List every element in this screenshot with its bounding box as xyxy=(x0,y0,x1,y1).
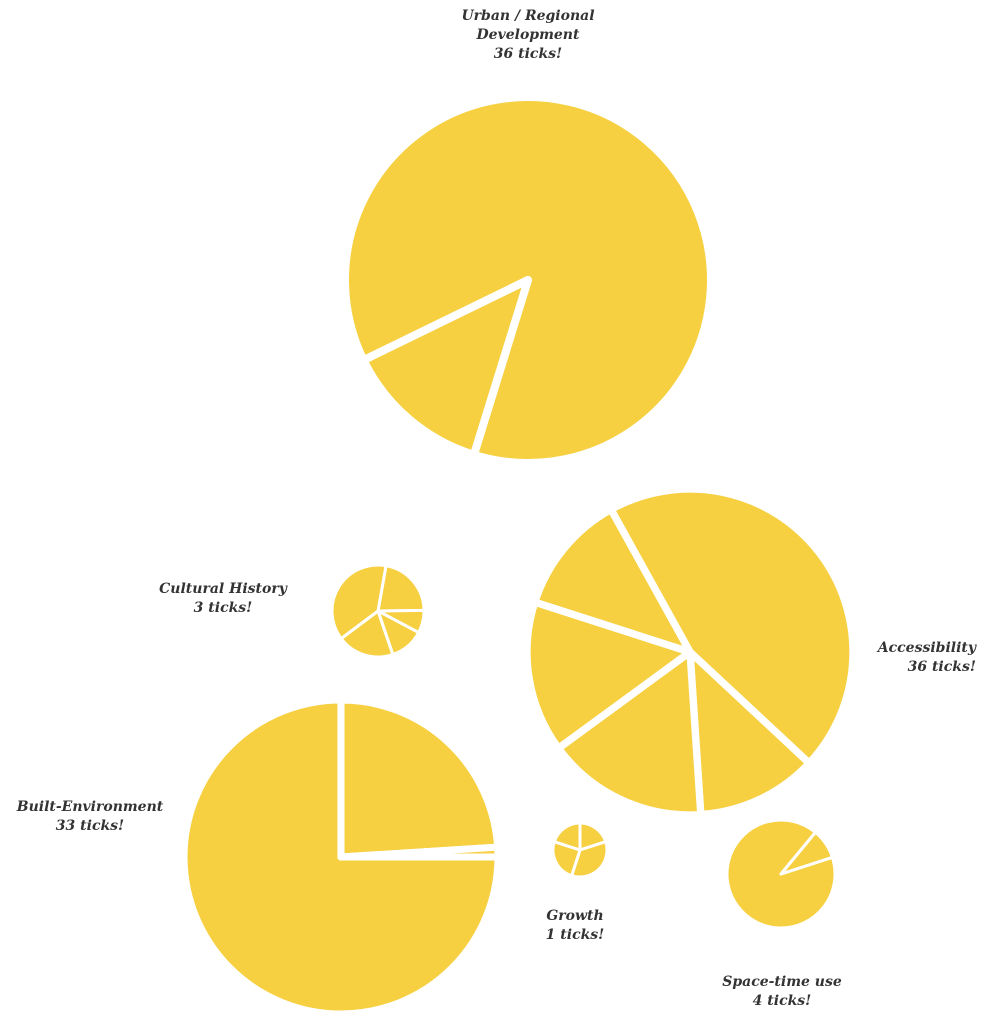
pie-label-growth: Growth 1 ticks! xyxy=(546,907,605,945)
pie-slice-accessibility-0 xyxy=(607,485,857,767)
pie-tick-count: 36 ticks! xyxy=(907,659,976,675)
pie-tick-count: 36 ticks! xyxy=(493,46,563,62)
pie-slice-accessibility-3 xyxy=(523,598,694,752)
pie-slice-cultural-3 xyxy=(339,609,395,659)
pie-slice-built-0 xyxy=(180,696,502,1012)
pie-tick-count: 33 ticks! xyxy=(55,818,125,834)
pie-label-built: Built-Environment 33 ticks! xyxy=(17,798,164,836)
pie-urban xyxy=(341,93,715,467)
pie-slice-built-1 xyxy=(337,696,502,861)
pie-label-urban: Urban / Regional Development 36 ticks! xyxy=(461,7,594,64)
pie-label-spacetime: Space-time use 4 ticks! xyxy=(722,973,842,1011)
pie-slice-urban-1 xyxy=(359,276,532,459)
pie-spacetime xyxy=(725,818,837,930)
pie-label-accessibility: Accessibility 36 ticks! xyxy=(878,639,976,677)
pie-slice-cultural-0 xyxy=(376,564,426,613)
pie-tick-count: 1 ticks! xyxy=(545,927,605,943)
pie-title-line: Built-Environment xyxy=(16,799,164,815)
pie-title-line: Cultural History xyxy=(159,581,287,597)
pie-cultural xyxy=(330,563,426,659)
pie-slice-accessibility-4 xyxy=(531,505,694,656)
pie-slice-accessibility-1 xyxy=(686,648,813,819)
pie-slice-spacetime-1 xyxy=(779,830,834,876)
pie-title-line: Growth xyxy=(546,908,604,924)
pie-title-line: Urban / Regional xyxy=(461,8,595,24)
pie-slice-cultural-4 xyxy=(330,563,388,641)
pie-label-cultural: Cultural History 3 ticks! xyxy=(159,580,287,618)
pie-tick-count: 4 ticks! xyxy=(752,993,812,1009)
pie-title-line: Space-time use xyxy=(722,974,842,990)
pie-accessibility xyxy=(523,485,857,819)
pie-title-line: Development xyxy=(476,27,580,43)
pie-built xyxy=(180,696,502,1012)
pie-tick-count: 3 ticks! xyxy=(193,600,253,616)
pie-title-line: Accessibility xyxy=(877,640,976,656)
pie-slice-built-2 xyxy=(337,843,502,861)
pie-slice-accessibility-2 xyxy=(554,648,705,819)
pie-growth xyxy=(551,821,609,879)
pie-slice-growth-3 xyxy=(552,821,582,852)
